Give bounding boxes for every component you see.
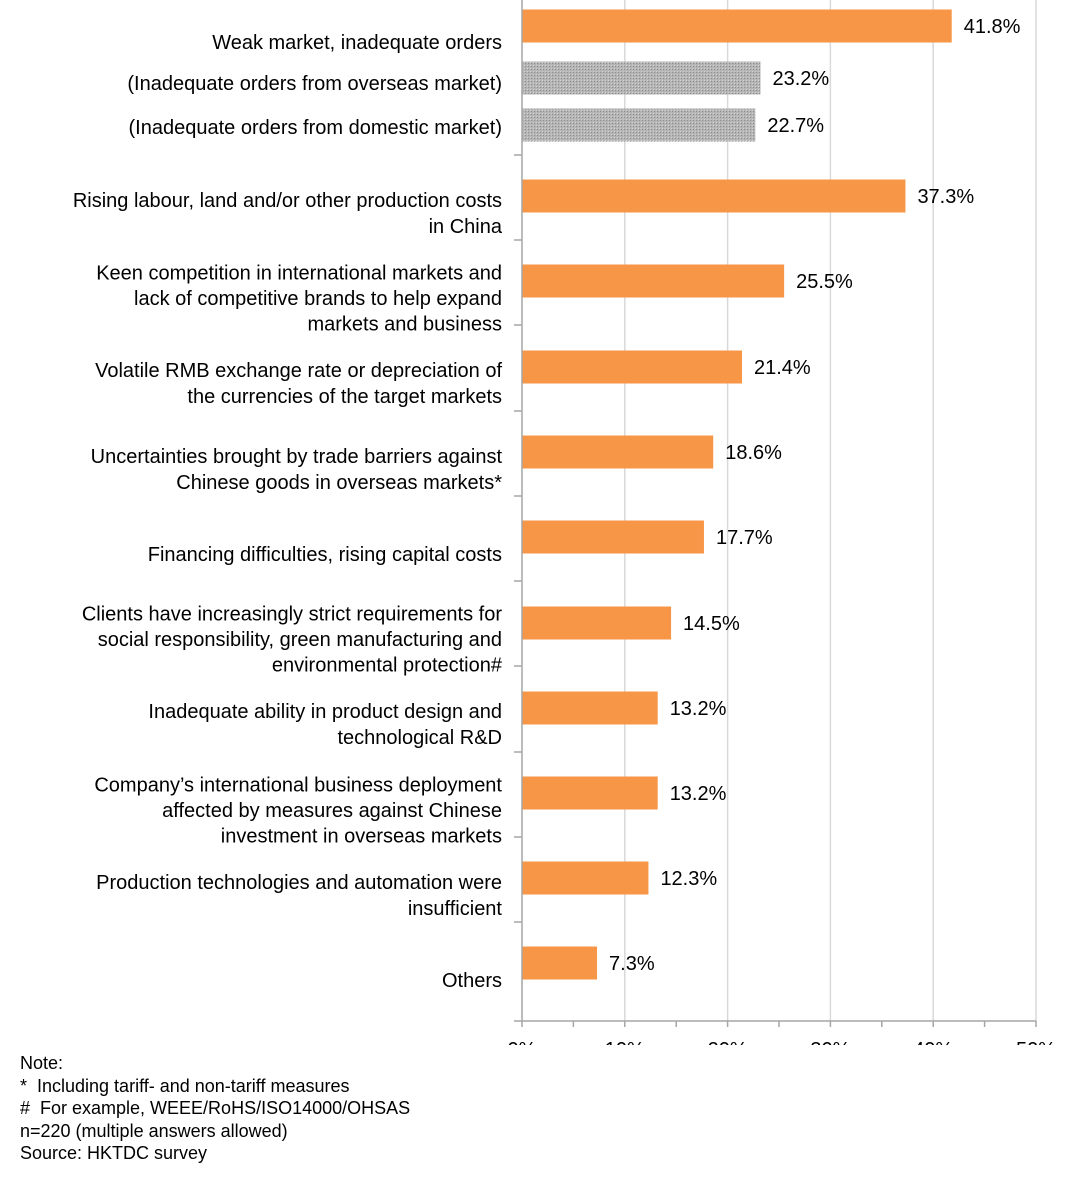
bar-11 [522, 861, 649, 895]
bar-9 [522, 691, 658, 725]
category-label-7-0: Financing difficulties, rising capital c… [148, 544, 502, 566]
category-label-5-0: Volatile RMB exchange rate or depreciati… [95, 360, 502, 382]
category-label-4-0: Keen competition in international market… [96, 262, 502, 284]
value-label-5: 21.4% [754, 357, 811, 379]
note-tariff: * Including tariff- and non-tariff measu… [20, 1075, 350, 1096]
x-tick-label-20: 20% [708, 1039, 748, 1045]
category-label-6-0: Uncertainties brought by trade barriers … [91, 446, 503, 468]
note-example: # For example, WEEE/RoHS/ISO14000/OHSAS [20, 1098, 411, 1119]
category-label-9-1: technological R&D [337, 727, 502, 749]
note-heading: Note: [20, 1053, 64, 1073]
category-label-8-2: environmental protection# [272, 655, 503, 677]
category-label-3-0: Rising labour, land and/or other product… [73, 190, 502, 212]
note-sample-size: n=220 (multiple answers allowed) [20, 1120, 288, 1141]
category-label-4-1: lack of competitive brands to help expan… [134, 288, 502, 310]
category-label-11-1: insufficient [408, 898, 503, 920]
category-label-10-1: affected by measures against Chinese [162, 800, 502, 822]
category-label-0-0: Weak market, inadequate orders [212, 32, 502, 54]
value-label-2: 22.7% [767, 115, 824, 137]
bar-6 [522, 435, 714, 469]
bar-7 [522, 520, 704, 554]
x-tick-label-50: 50% [1016, 1039, 1056, 1045]
bar-5 [522, 350, 742, 384]
value-label-11: 12.3% [660, 868, 717, 890]
value-label-6: 18.6% [725, 442, 782, 464]
category-label-8-1: social responsibility, green manufacturi… [98, 629, 502, 651]
category-label-2-0: (Inadequate orders from domestic market) [129, 117, 503, 139]
bar-10 [522, 776, 658, 810]
value-label-0: 41.8% [964, 16, 1021, 38]
category-label-3-1: in China [429, 216, 503, 238]
category-label-4-2: markets and business [307, 314, 502, 336]
category-label-8-0: Clients have increasingly strict require… [82, 603, 503, 625]
bar-2 [522, 108, 756, 142]
category-label-9-0: Inadequate ability in product design and [148, 701, 502, 723]
bar-1 [522, 61, 761, 95]
x-tick-label-10: 10% [605, 1039, 645, 1045]
value-label-3: 37.3% [917, 186, 974, 208]
x-tick-label-0: 0% [508, 1039, 537, 1045]
value-label-9: 13.2% [670, 698, 727, 720]
bar-3 [522, 179, 906, 213]
category-label-6-1: Chinese goods in overseas markets* [176, 472, 502, 494]
x-tick-label-30: 30% [810, 1039, 850, 1045]
value-label-7: 17.7% [716, 527, 773, 549]
category-label-5-1: the currencies of the target markets [187, 386, 502, 408]
category-label-10-2: investment in overseas markets [221, 826, 502, 848]
value-label-4: 25.5% [796, 271, 853, 293]
x-tick-label-40: 40% [913, 1039, 953, 1045]
category-label-1-0: (Inadequate orders from overseas market) [127, 73, 502, 95]
bar-12 [522, 946, 598, 980]
value-label-8: 14.5% [683, 613, 740, 635]
bar-8 [522, 606, 672, 640]
category-label-11-0: Production technologies and automation w… [96, 872, 502, 894]
notes-block: Note: * Including tariff- and non-tariff… [20, 1052, 410, 1165]
bar-chart: 41.8% Weak market, inadequate orders 23.2%… [73, 0, 1056, 1045]
bar-4 [522, 264, 785, 298]
value-label-1: 23.2% [772, 68, 829, 90]
note-source: Source: HKTDC survey [20, 1143, 208, 1164]
value-label-10: 13.2% [670, 783, 727, 805]
bar-0 [522, 9, 952, 43]
value-label-12: 7.3% [609, 953, 655, 975]
category-label-12-0: Others [442, 970, 502, 992]
category-label-10-0: Company’s international business deploym… [94, 774, 502, 796]
